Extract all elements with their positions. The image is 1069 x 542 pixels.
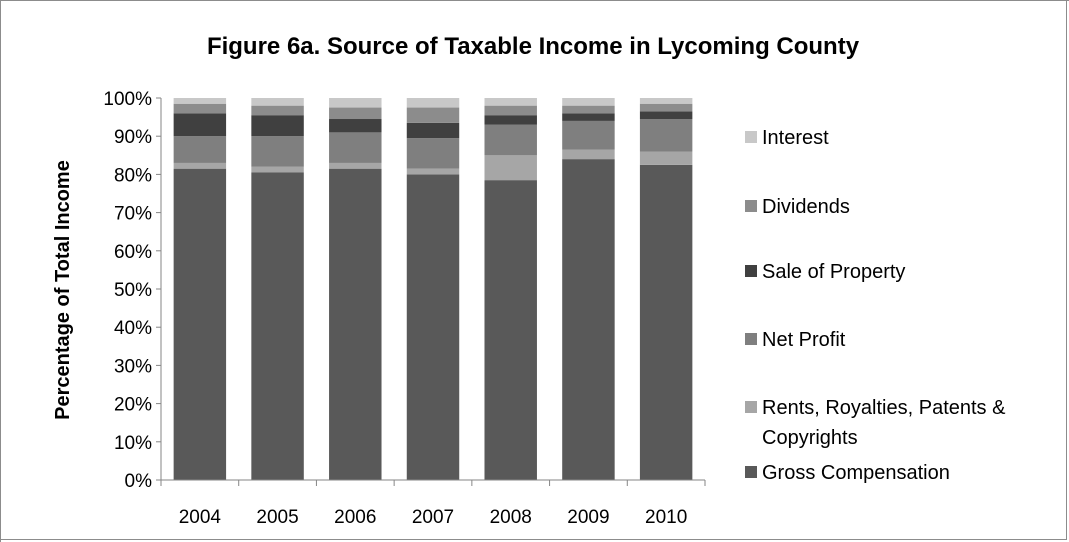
bar-segment-net-profit-2010 bbox=[639, 119, 693, 152]
legend-swatch-sale-of-property bbox=[745, 265, 757, 277]
y-tick-label: 40% bbox=[114, 318, 152, 339]
chart-border-left bbox=[0, 0, 1, 542]
y-tick-label: 50% bbox=[114, 280, 152, 301]
legend-label: Gross Compensation bbox=[762, 462, 950, 484]
bar-segment-dividends-2009 bbox=[562, 105, 615, 114]
y-tick-label: 100% bbox=[103, 89, 152, 110]
bar-segment-net-profit-2006 bbox=[329, 132, 382, 163]
x-tick-label: 2006 bbox=[334, 507, 376, 528]
x-tick-label: 2008 bbox=[490, 507, 532, 528]
bar-segment-net-profit-2009 bbox=[562, 120, 615, 150]
bar-segment-gross-compensation-2005 bbox=[251, 172, 304, 481]
bar-segment-gross-compensation-2007 bbox=[406, 174, 460, 480]
x-tick-label: 2004 bbox=[179, 507, 222, 528]
bar-segment-interest-2007 bbox=[406, 98, 460, 108]
y-axis-label: Percentage of Total Income bbox=[52, 160, 74, 420]
x-tick-label: 2009 bbox=[567, 507, 609, 528]
bar-segment-interest-2008 bbox=[484, 98, 537, 106]
bar-segment-rents-royalties-patents-copyrights-2010 bbox=[639, 151, 693, 165]
bar-segment-dividends-2010 bbox=[639, 103, 693, 112]
y-tick-label: 0% bbox=[125, 471, 153, 492]
bar-segment-sale-of-property-2010 bbox=[639, 111, 693, 120]
bar-segment-interest-2004 bbox=[173, 98, 227, 104]
y-tick-label: 80% bbox=[114, 165, 152, 186]
bar-segment-interest-2009 bbox=[562, 98, 615, 106]
y-tick-labels: 0% 10% 20% 30% 40% 50% 60% 70% 80% 90% 100% bbox=[103, 89, 161, 492]
bar-segment-interest-2010 bbox=[639, 98, 693, 104]
bar-segment-rents-royalties-patents-copyrights-2004 bbox=[173, 162, 227, 169]
legend-swatch-interest bbox=[745, 131, 757, 143]
legend-label: Dividends bbox=[762, 196, 850, 218]
bar-segment-dividends-2008 bbox=[484, 105, 537, 116]
bar-segment-dividends-2007 bbox=[406, 107, 460, 123]
bar-segment-sale-of-property-2005 bbox=[251, 115, 304, 137]
chart-border-top bbox=[0, 0, 1069, 1]
legend-swatch-rents-royalties-patents-copyrights bbox=[745, 401, 757, 413]
bar-segment-net-profit-2004 bbox=[173, 136, 227, 163]
bar-segment-rents-royalties-patents-copyrights-2005 bbox=[251, 166, 304, 173]
bar-segment-rents-royalties-patents-copyrights-2008 bbox=[484, 155, 537, 181]
bar-segment-rents-royalties-patents-copyrights-2006 bbox=[329, 162, 382, 169]
y-tick-label: 10% bbox=[114, 433, 152, 454]
legend-label: Sale of Property bbox=[762, 261, 905, 283]
y-tick-label: 90% bbox=[114, 127, 152, 148]
bar-segment-gross-compensation-2010 bbox=[639, 164, 693, 480]
legend-label: Rents, Royalties, Patents & bbox=[762, 397, 1006, 419]
bar-segment-gross-compensation-2006 bbox=[329, 168, 382, 481]
x-tick-labels: 2004 2005 2006 2007 2008 2009 2010 bbox=[160, 480, 706, 528]
bar-segment-dividends-2004 bbox=[173, 103, 227, 114]
x-tick-label: 2010 bbox=[645, 507, 687, 528]
bar-segment-dividends-2005 bbox=[251, 105, 304, 116]
bar-segment-net-profit-2007 bbox=[406, 138, 460, 169]
bar-segment-gross-compensation-2009 bbox=[562, 159, 615, 480]
bar-segment-net-profit-2008 bbox=[484, 124, 537, 156]
legend: Interest Dividends Sale of Property Net Pro… bbox=[745, 127, 1006, 484]
legend-label: Net Profit bbox=[762, 329, 846, 351]
bar-segment-sale-of-property-2009 bbox=[562, 113, 615, 121]
legend-swatch-gross-compensation bbox=[745, 466, 757, 478]
legend-swatch-dividends bbox=[745, 200, 757, 212]
bars-group bbox=[173, 98, 693, 481]
bar-segment-dividends-2006 bbox=[329, 107, 382, 120]
y-tick-label: 60% bbox=[114, 242, 152, 263]
y-tick-label: 20% bbox=[114, 395, 152, 416]
bar-segment-rents-royalties-patents-copyrights-2009 bbox=[562, 149, 615, 160]
bar-segment-net-profit-2005 bbox=[251, 136, 304, 167]
bar-segment-gross-compensation-2004 bbox=[173, 168, 227, 481]
legend-label: Interest bbox=[762, 127, 829, 149]
x-tick-label: 2005 bbox=[256, 507, 298, 528]
bar-segment-rents-royalties-patents-copyrights-2007 bbox=[406, 168, 460, 175]
bar-segment-sale-of-property-2008 bbox=[484, 115, 537, 125]
bar-segment-interest-2005 bbox=[251, 98, 304, 106]
bar-segment-sale-of-property-2006 bbox=[329, 119, 382, 133]
bar-segment-sale-of-property-2004 bbox=[173, 113, 227, 137]
y-tick-label: 30% bbox=[114, 356, 152, 377]
x-tick-label: 2007 bbox=[412, 507, 454, 528]
y-tick-label: 70% bbox=[114, 204, 152, 225]
bar-segment-gross-compensation-2008 bbox=[484, 180, 537, 480]
legend-label: Copyrights bbox=[762, 427, 858, 449]
legend-swatch-net-profit bbox=[745, 333, 757, 345]
bar-segment-interest-2006 bbox=[329, 98, 382, 108]
bar-segment-sale-of-property-2007 bbox=[406, 122, 460, 139]
chart-title: Figure 6a. Source of Taxable Income in L… bbox=[207, 33, 860, 60]
